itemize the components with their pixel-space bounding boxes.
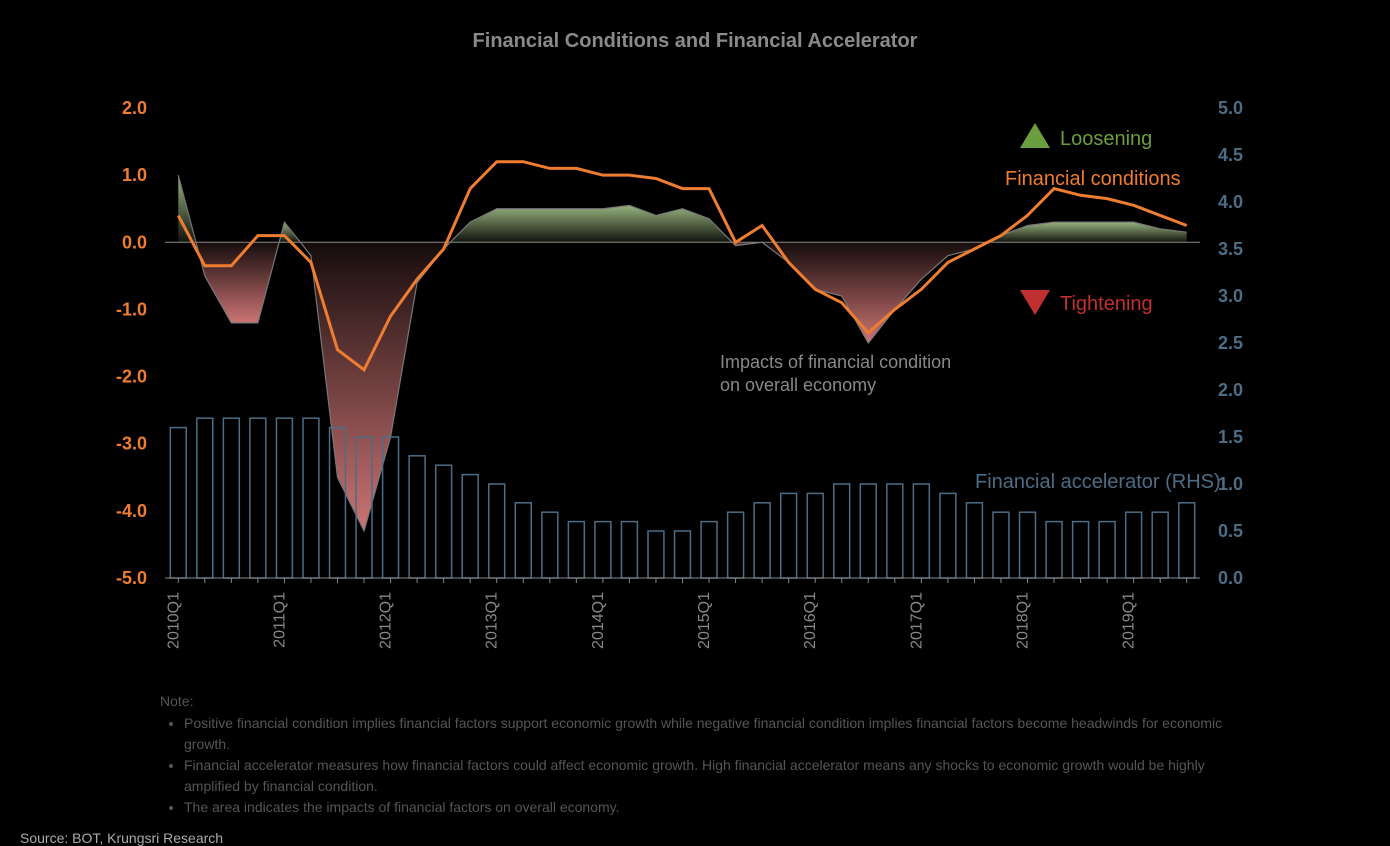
loosening-label: Loosening: [1060, 128, 1152, 150]
accelerator-bar: [276, 418, 292, 578]
right-axis-label: 0.0: [1218, 568, 1243, 588]
loosening-area: [988, 222, 1187, 242]
accelerator-bar: [409, 456, 425, 578]
tightening-label: Tightening: [1060, 293, 1153, 315]
right-axis-label: 3.5: [1218, 239, 1243, 259]
accelerator-bar: [834, 484, 850, 578]
impacts-label-2: on overall economy: [720, 375, 876, 395]
accelerator-bar: [675, 531, 691, 578]
financial-conditions-label: Financial conditions: [1005, 168, 1181, 190]
accelerator-bar: [913, 484, 929, 578]
accelerator-bar: [887, 484, 903, 578]
chart-plot-area: 2.0 1.0 0.0 -1.0 -2.0 -3.0 -4.0 -5.0 5.0 4.5 4.0 3.…: [0, 53, 1390, 693]
accelerator-bar: [515, 503, 531, 578]
accelerator-bar: [781, 493, 797, 578]
accelerator-bar: [542, 512, 558, 578]
accelerator-bar: [1099, 522, 1115, 578]
accelerator-bar: [860, 484, 876, 578]
source-text: Source: BOT, Krungsri Research: [0, 820, 1390, 846]
x-axis-label: 2011Q1: [271, 592, 288, 648]
accelerator-bar: [223, 418, 239, 578]
note-bullet-1: Positive financial condition implies fin…: [184, 713, 1230, 755]
x-axis-label: 2013Q1: [484, 592, 501, 649]
accelerator-bar: [621, 522, 637, 578]
right-axis-label: 0.5: [1218, 521, 1243, 541]
accelerator-label: Financial accelerator (RHS): [975, 471, 1221, 493]
accelerator-bar: [1152, 512, 1168, 578]
accelerator-bar: [1126, 512, 1142, 578]
left-axis-label: -4.0: [116, 501, 147, 521]
left-axis-label: -2.0: [116, 367, 147, 387]
accelerator-bar: [807, 493, 823, 578]
accelerator-bar: [568, 522, 584, 578]
right-axis-label: 1.5: [1218, 427, 1243, 447]
left-axis-label: -1.0: [116, 299, 147, 319]
right-axis-label: 4.5: [1218, 145, 1243, 165]
accelerator-bar: [728, 512, 744, 578]
x-axis-label: 2014Q1: [590, 592, 607, 649]
notes-section: Note: Positive financial condition impli…: [0, 693, 1390, 818]
x-axis-label: 2018Q1: [1015, 592, 1032, 649]
accelerator-bar: [595, 522, 611, 578]
accelerator-bar: [1073, 522, 1089, 578]
accelerator-bar: [1020, 512, 1036, 578]
x-axis-label: 2019Q1: [1121, 592, 1138, 649]
left-axis-label: -5.0: [116, 568, 147, 588]
left-axis-label: 0.0: [122, 232, 147, 252]
note-bullet-3: The area indicates the impacts of financ…: [184, 797, 1230, 818]
accelerator-bar: [303, 418, 319, 578]
accelerator-bar: [648, 531, 664, 578]
left-axis-label: -3.0: [116, 434, 147, 454]
left-axis-label: 2.0: [122, 98, 147, 118]
accelerator-bar: [489, 484, 505, 578]
accelerator-bar: [170, 428, 186, 578]
right-axis-label: 4.0: [1218, 192, 1243, 212]
accelerator-bar: [754, 503, 770, 578]
accelerator-bar: [993, 512, 1009, 578]
accelerator-bar: [1179, 503, 1195, 578]
tightening-area: [300, 242, 450, 531]
accelerator-bar: [250, 418, 266, 578]
x-axis-label: 2015Q1: [696, 592, 713, 649]
accelerator-bar: [966, 503, 982, 578]
x-axis-label: 2012Q1: [378, 592, 395, 649]
loosening-icon: [1020, 123, 1050, 148]
note-bullet-2: Financial accelerator measures how finan…: [184, 755, 1230, 797]
right-axis-label: 3.0: [1218, 286, 1243, 306]
x-axis-label: 2010Q1: [165, 592, 182, 649]
accelerator-bar: [197, 418, 213, 578]
tightening-icon: [1020, 290, 1050, 315]
accelerator-bar: [701, 522, 717, 578]
note-label: Note:: [160, 693, 1230, 709]
accelerator-bar: [436, 465, 452, 578]
accelerator-bar: [940, 493, 956, 578]
accelerator-bar: [1046, 522, 1062, 578]
left-axis-label: 1.0: [122, 165, 147, 185]
chart-title: Financial Conditions and Financial Accel…: [0, 0, 1390, 53]
right-axis-label: 2.5: [1218, 333, 1243, 353]
right-axis-label: 5.0: [1218, 98, 1243, 118]
right-axis-label: 1.0: [1218, 474, 1243, 494]
right-axis-label: 2.0: [1218, 380, 1243, 400]
accelerator-bar: [462, 475, 478, 578]
chart-svg: 2.0 1.0 0.0 -1.0 -2.0 -3.0 -4.0 -5.0 5.0 4.5 4.0 3.…: [0, 53, 1390, 693]
x-axis-label: 2017Q1: [908, 592, 925, 649]
impacts-label-1: Impacts of financial condition: [720, 352, 951, 372]
x-axis-label: 2016Q1: [802, 592, 819, 649]
